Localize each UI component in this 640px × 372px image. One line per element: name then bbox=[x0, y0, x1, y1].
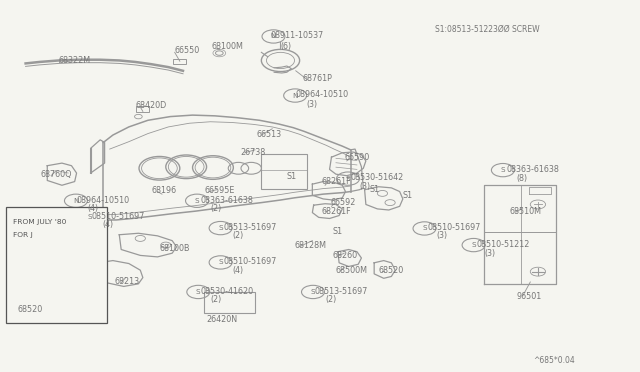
Text: 68213: 68213 bbox=[115, 278, 140, 286]
Text: ^685*0.04: ^685*0.04 bbox=[534, 356, 575, 365]
Text: 68500M: 68500M bbox=[336, 266, 368, 275]
Text: (4): (4) bbox=[232, 266, 243, 275]
Text: 08510-51697: 08510-51697 bbox=[223, 257, 276, 266]
Text: N: N bbox=[73, 198, 79, 204]
Text: 66592: 66592 bbox=[331, 198, 356, 207]
Text: 68128M: 68128M bbox=[294, 241, 326, 250]
Text: (4): (4) bbox=[88, 204, 99, 214]
Text: S: S bbox=[196, 289, 200, 295]
Text: (2): (2) bbox=[211, 204, 221, 214]
Text: 66550: 66550 bbox=[175, 46, 200, 55]
Text: (2): (2) bbox=[232, 231, 243, 240]
Text: 68520: 68520 bbox=[18, 305, 44, 314]
Text: 26420N: 26420N bbox=[207, 315, 237, 324]
Text: 08510-51212: 08510-51212 bbox=[476, 240, 529, 249]
Text: S: S bbox=[218, 259, 223, 266]
Text: 66590: 66590 bbox=[344, 153, 369, 162]
Text: 66595E: 66595E bbox=[204, 186, 234, 195]
Bar bbox=[136, 106, 149, 112]
Text: (8): (8) bbox=[516, 174, 527, 183]
Text: N: N bbox=[292, 93, 298, 99]
Text: 08530-51642: 08530-51642 bbox=[351, 173, 404, 182]
Text: S1: S1 bbox=[370, 185, 380, 194]
Bar bbox=[261, 154, 307, 189]
Text: S1: S1 bbox=[403, 191, 413, 200]
Text: (2): (2) bbox=[325, 295, 337, 304]
Text: (3): (3) bbox=[436, 231, 447, 240]
Text: 08510-51697: 08510-51697 bbox=[92, 212, 145, 221]
Text: (3): (3) bbox=[306, 100, 317, 109]
Text: 26738: 26738 bbox=[241, 148, 266, 157]
Text: (3): (3) bbox=[360, 182, 371, 191]
Text: S: S bbox=[195, 198, 199, 204]
Text: N: N bbox=[271, 33, 276, 39]
Text: S: S bbox=[500, 167, 505, 173]
Text: 08510-51697: 08510-51697 bbox=[427, 223, 481, 232]
Text: 68520: 68520 bbox=[379, 266, 404, 275]
Text: 68322M: 68322M bbox=[59, 56, 91, 65]
Text: 68100M: 68100M bbox=[212, 42, 244, 51]
Text: 08513-51697: 08513-51697 bbox=[223, 223, 276, 232]
Bar bbox=[6, 208, 107, 323]
Text: 68100B: 68100B bbox=[159, 244, 190, 253]
Text: 66513: 66513 bbox=[256, 130, 282, 139]
Text: FROM JULY '80: FROM JULY '80 bbox=[13, 219, 66, 225]
Text: 08363-61638: 08363-61638 bbox=[200, 196, 253, 205]
Text: S: S bbox=[422, 225, 427, 231]
Text: 68761P: 68761P bbox=[302, 74, 332, 83]
Text: (6): (6) bbox=[280, 42, 292, 51]
Text: 68196: 68196 bbox=[151, 186, 176, 195]
Text: FOR J: FOR J bbox=[13, 232, 33, 238]
Text: 68260: 68260 bbox=[333, 251, 358, 260]
Bar bbox=[204, 292, 255, 313]
Text: 08964-10510: 08964-10510 bbox=[296, 90, 349, 99]
Text: (4): (4) bbox=[102, 220, 113, 229]
Text: 68510M: 68510M bbox=[510, 206, 542, 216]
Text: 68420D: 68420D bbox=[135, 101, 166, 110]
Text: S1:08513-51223ØØ SCREW: S1:08513-51223ØØ SCREW bbox=[435, 25, 540, 33]
Text: S1: S1 bbox=[333, 227, 343, 235]
Text: S: S bbox=[346, 176, 350, 182]
Text: S: S bbox=[88, 214, 92, 220]
Text: 96501: 96501 bbox=[516, 292, 541, 301]
Text: S: S bbox=[218, 225, 223, 231]
Text: 68261F: 68261F bbox=[321, 177, 351, 186]
Bar bbox=[173, 59, 186, 64]
Text: S1: S1 bbox=[287, 172, 297, 181]
Text: S: S bbox=[310, 289, 316, 295]
Text: (2): (2) bbox=[211, 295, 221, 304]
Text: 08513-51697: 08513-51697 bbox=[315, 287, 368, 296]
Text: (3): (3) bbox=[484, 249, 495, 258]
Text: 68261F: 68261F bbox=[321, 206, 351, 216]
Text: 08363-61638: 08363-61638 bbox=[506, 165, 559, 174]
Text: 08530-41620: 08530-41620 bbox=[200, 287, 253, 296]
Text: S: S bbox=[471, 242, 476, 248]
Text: 68760Q: 68760Q bbox=[41, 170, 72, 179]
Text: 08964-10510: 08964-10510 bbox=[77, 196, 130, 205]
Text: 08911-10537: 08911-10537 bbox=[270, 31, 324, 40]
